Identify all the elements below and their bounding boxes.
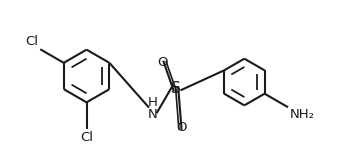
Text: O: O: [158, 56, 168, 69]
Text: S: S: [171, 81, 181, 96]
Text: O: O: [177, 121, 187, 135]
Text: Cl: Cl: [26, 35, 38, 48]
Text: NH₂: NH₂: [290, 108, 315, 121]
Text: H
N: H N: [147, 96, 158, 121]
Text: Cl: Cl: [80, 131, 93, 144]
